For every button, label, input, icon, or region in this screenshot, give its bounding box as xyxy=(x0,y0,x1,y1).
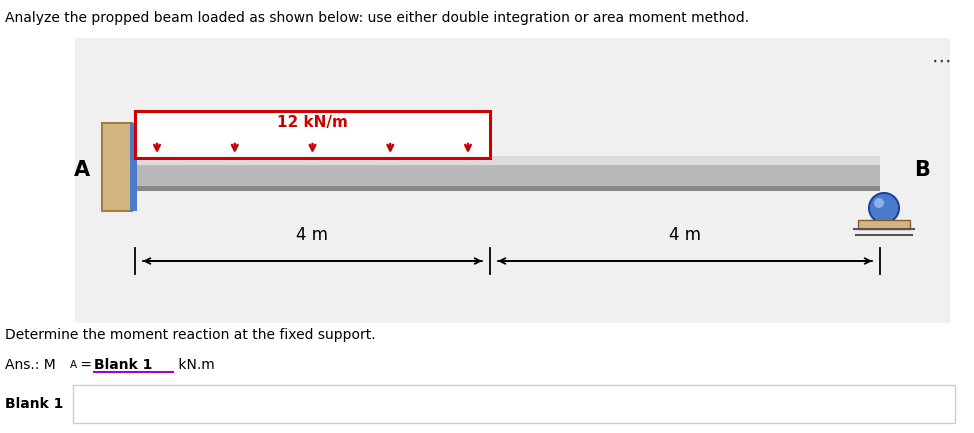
Bar xyxy=(135,186,880,191)
Text: Blank 1: Blank 1 xyxy=(5,397,63,411)
Bar xyxy=(858,220,910,229)
Text: 12 kN/m: 12 kN/m xyxy=(277,115,348,130)
Text: 4 m: 4 m xyxy=(669,226,701,244)
Text: A: A xyxy=(69,360,77,370)
Text: B: B xyxy=(914,159,930,180)
Text: Blank 1: Blank 1 xyxy=(94,358,152,372)
Circle shape xyxy=(869,193,899,223)
Circle shape xyxy=(874,198,884,208)
Bar xyxy=(130,123,137,211)
Bar xyxy=(73,385,955,423)
Text: Ans.: M: Ans.: M xyxy=(5,358,56,372)
Bar xyxy=(135,156,880,165)
Text: =: = xyxy=(76,358,95,372)
Text: 4 m: 4 m xyxy=(296,226,328,244)
Bar xyxy=(135,158,880,191)
Text: Determine the moment reaction at the fixed support.: Determine the moment reaction at the fix… xyxy=(5,328,376,342)
Text: kN.m: kN.m xyxy=(173,358,214,372)
Bar xyxy=(135,111,490,158)
Text: Analyze the propped beam loaded as shown below: use either double integration or: Analyze the propped beam loaded as shown… xyxy=(5,11,749,25)
Text: Add your answer: Add your answer xyxy=(85,397,203,411)
Text: ⋯: ⋯ xyxy=(932,52,952,71)
Bar xyxy=(75,38,950,323)
Text: A: A xyxy=(74,159,90,180)
Bar xyxy=(102,123,132,211)
